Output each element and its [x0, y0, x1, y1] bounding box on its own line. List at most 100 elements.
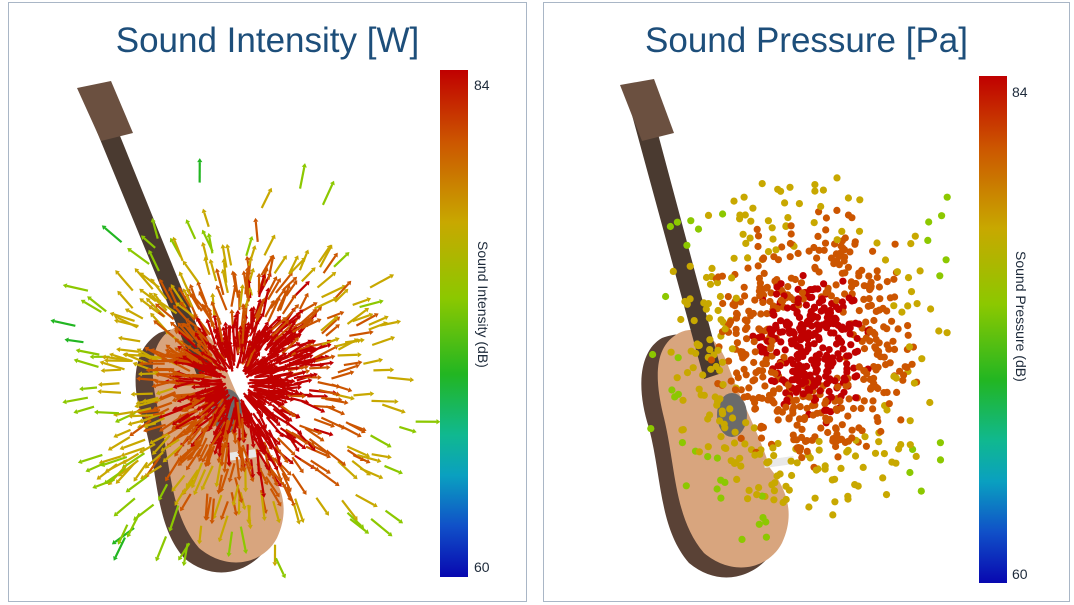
intensity-arrow: [302, 308, 320, 326]
intensity-arrow: [204, 260, 211, 275]
pressure-point: [771, 479, 779, 487]
intensity-arrow: [227, 531, 234, 554]
intensity-arrow: [252, 412, 263, 427]
intensity-arrowhead: [304, 292, 309, 298]
intensity-arrow: [175, 435, 190, 455]
intensity-arrowhead: [139, 298, 145, 303]
intensity-arrowhead: [285, 394, 290, 400]
pressure-point: [845, 395, 853, 403]
intensity-arrowhead: [334, 481, 340, 487]
intensity-arrowhead: [304, 249, 310, 255]
pressure-point: [913, 300, 921, 308]
pressure-point: [860, 397, 868, 405]
pressure-point: [817, 424, 825, 432]
intensity-arrow: [230, 286, 237, 307]
pressure-point: [738, 535, 746, 544]
intensity-arrowhead: [155, 303, 160, 309]
pressure-point: [774, 439, 782, 448]
pressure-point: [935, 327, 943, 335]
intensity-arrowhead: [333, 252, 338, 258]
pressure-point: [841, 325, 849, 333]
intensity-arrowhead: [383, 315, 389, 321]
pressure-point: [700, 391, 708, 399]
pressure-point: [893, 388, 901, 396]
pressure-point: [767, 289, 775, 297]
intensity-arrow: [180, 332, 198, 349]
intensity-arrowhead: [153, 320, 159, 325]
pressure-point: [822, 214, 830, 222]
pressure-point: [857, 404, 865, 412]
intensity-arrow: [137, 400, 156, 407]
pressure-point: [794, 249, 802, 257]
intensity-arrowhead: [268, 363, 274, 369]
pressure-point: [790, 329, 798, 338]
intensity-arrowhead: [387, 454, 392, 460]
intensity-arrow: [210, 430, 223, 447]
pressure-point: [916, 267, 924, 275]
intensity-arrowhead: [261, 493, 267, 498]
pressure-point: [755, 394, 763, 402]
pressure-point: [839, 277, 847, 285]
pressure-point: [806, 293, 814, 302]
intensity-arrow: [250, 399, 262, 415]
intensity-arrowhead: [277, 462, 283, 468]
pressure-point: [798, 347, 806, 355]
pressure-point: [785, 415, 793, 423]
pressure-point: [713, 454, 721, 462]
intensity-arrowhead: [117, 290, 122, 296]
intensity-arrow: [320, 416, 343, 429]
pressure-point: [835, 253, 843, 261]
pressure-point: [888, 317, 896, 325]
pressure-point: [728, 345, 736, 353]
intensity-arrowhead: [174, 347, 180, 352]
pressure-point: [769, 235, 777, 243]
intensity-arrowhead: [133, 515, 138, 521]
intensity-arrow: [68, 338, 84, 344]
pressure-point: [811, 265, 819, 273]
intensity-arrowhead: [138, 361, 143, 367]
pressure-point: [806, 371, 814, 379]
intensity-arrow: [236, 401, 241, 426]
intensity-arrow: [349, 518, 367, 533]
intensity-arrowhead: [117, 540, 123, 545]
intensity-arrow: [269, 318, 285, 332]
intensity-arrowhead: [184, 318, 190, 323]
intensity-arrow: [359, 300, 381, 309]
intensity-arrowhead: [174, 356, 179, 362]
pressure-point: [832, 424, 840, 432]
intensity-arrowhead: [80, 299, 86, 305]
pressure-point: [740, 283, 748, 291]
intensity-arrow: [371, 337, 392, 347]
intensity-arrowhead: [276, 440, 281, 446]
pressure-point: [741, 316, 749, 324]
intensity-arrow: [206, 445, 216, 464]
pressure-point: [831, 377, 839, 385]
intensity-arrow: [243, 354, 259, 374]
intensity-arrow: [288, 360, 305, 368]
pressure-point: [815, 334, 823, 342]
intensity-arrowhead: [326, 453, 332, 459]
intensity-arrowhead: [230, 323, 236, 329]
intensity-arrow: [141, 443, 156, 453]
intensity-arrowhead: [194, 332, 200, 337]
pressure-point: [856, 196, 864, 204]
intensity-arrowhead: [221, 437, 227, 443]
pressure-point: [757, 310, 765, 318]
intensity-arrow: [245, 363, 266, 379]
pressure-point: [704, 443, 712, 451]
intensity-arrow: [205, 443, 213, 464]
pressure-point: [918, 355, 926, 363]
intensity-arrowhead: [171, 406, 177, 412]
pressure-point: [855, 320, 863, 328]
intensity-arrow: [97, 411, 119, 415]
pressure-point: [842, 382, 850, 390]
intensity-arrowhead: [333, 316, 339, 321]
intensity-arrowhead: [272, 562, 278, 567]
intensity-arrow: [141, 290, 157, 303]
pressure-point: [797, 279, 806, 287]
intensity-arrowhead: [386, 442, 392, 448]
intensity-arrowhead: [113, 433, 119, 439]
intensity-arrow: [331, 371, 351, 380]
intensity-arrowhead: [187, 426, 193, 432]
intensity-arrowhead: [308, 353, 314, 359]
